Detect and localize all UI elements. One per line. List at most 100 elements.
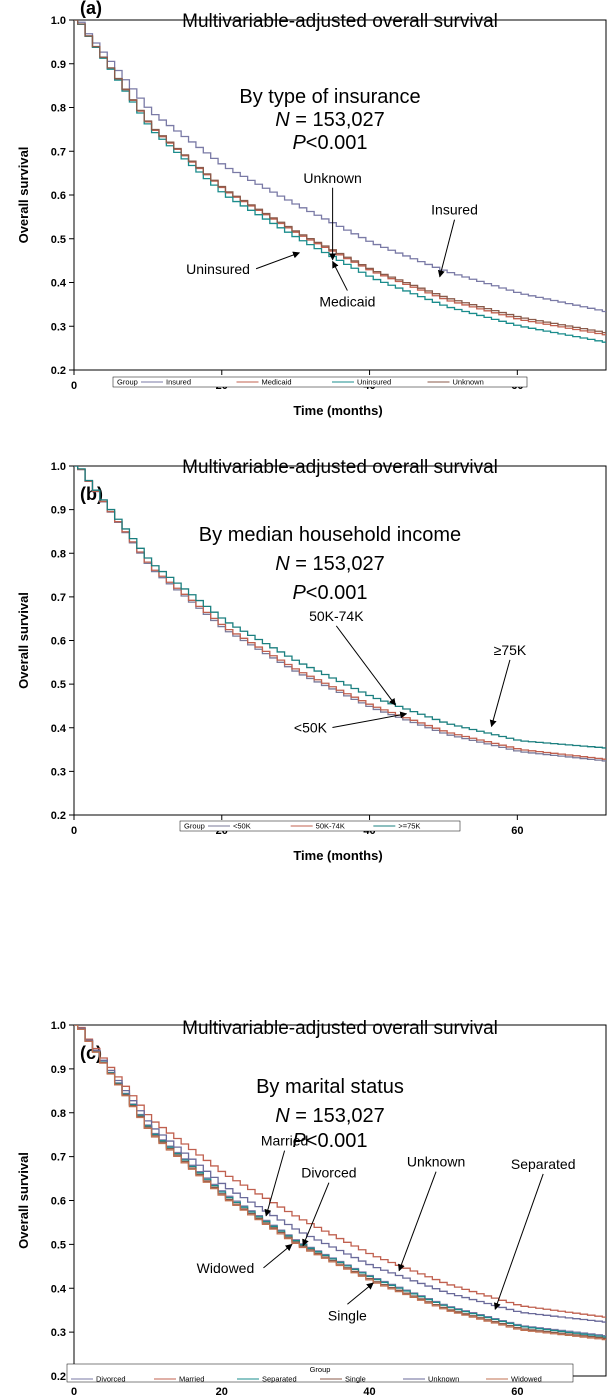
y-tick-label: 1.0 <box>51 15 66 27</box>
y-tick-label: 0.2 <box>51 810 66 822</box>
chart-title: Multivariable-adjusted overall survival <box>182 1018 498 1039</box>
subtitle-line: P<0.001 <box>292 1130 367 1152</box>
series-line-50k-74k <box>74 466 606 760</box>
y-tick-label: 0.5 <box>51 679 66 691</box>
legend-entry: Insured <box>166 378 191 387</box>
legend <box>66 1363 574 1383</box>
series-line-insured <box>74 20 606 313</box>
legend-title: Group <box>310 1365 331 1374</box>
y-tick-label: 0.6 <box>51 190 66 202</box>
series-line-medicaid <box>74 20 606 336</box>
legend-entry: Unknown <box>428 1375 459 1384</box>
series-line-married <box>74 1025 606 1318</box>
x-tick-label: 0 <box>71 1386 77 1398</box>
subtitle-line: By median household income <box>199 524 461 546</box>
legend-entry: Widowed <box>511 1375 542 1384</box>
legend <box>112 376 528 388</box>
y-tick-label: 0.7 <box>51 592 66 604</box>
y-tick-label: 0.4 <box>51 278 67 290</box>
annotation-label: Widowed <box>197 1260 255 1276</box>
legend-entry: Separated <box>262 1375 297 1384</box>
legend-title: Group <box>184 822 205 831</box>
y-tick-label: 0.4 <box>51 723 67 735</box>
y-tick-label: 0.6 <box>51 636 66 648</box>
subtitle-line: N = 153,027 <box>275 553 385 575</box>
annotation-arrow <box>489 659 511 728</box>
annotation-label: Uninsured <box>186 261 250 277</box>
annotation-label: Single <box>328 1307 367 1323</box>
chart-title: Multivariable-adjusted overall survival <box>182 11 498 32</box>
y-tick-label: 0.8 <box>51 548 66 560</box>
y-tick-label: 0.7 <box>51 146 66 158</box>
legend-entry: Unknown <box>453 378 484 387</box>
subtitle-line: By type of insurance <box>239 86 420 108</box>
annotation-arrow <box>437 219 456 278</box>
series-line--75k <box>74 466 606 749</box>
x-tick-label: 20 <box>216 1386 228 1398</box>
plot-frame <box>73 465 607 816</box>
legend-title: Group <box>117 378 138 387</box>
y-tick-label: 0.9 <box>51 1064 66 1076</box>
x-axis-label: Time (months) <box>293 848 382 863</box>
y-tick-label: 0.5 <box>51 1239 66 1251</box>
y-axis-label: Overall survival <box>16 1152 31 1249</box>
y-tick-label: 0.2 <box>51 1371 66 1383</box>
y-tick-label: 0.9 <box>51 505 66 517</box>
y-tick-label: 0.5 <box>51 234 66 246</box>
annotation-arrow <box>335 625 396 706</box>
y-tick-label: 1.0 <box>51 461 66 473</box>
annotation-label: Divorced <box>301 1165 356 1181</box>
plot-frame <box>73 19 607 371</box>
legend-entry: Married <box>179 1375 204 1384</box>
legend-entry: Uninsured <box>357 378 391 387</box>
panel-letter: (b) <box>80 484 103 504</box>
series-line-widowed <box>74 1025 606 1341</box>
annotation-label: Medicaid <box>319 294 375 310</box>
legend-entry: Single <box>345 1375 366 1384</box>
annotation-label: Separated <box>511 1156 576 1172</box>
legend-entry: <50K <box>233 822 251 831</box>
series-line-single <box>74 1025 606 1339</box>
y-axis-label: Overall survival <box>16 147 31 244</box>
legend <box>179 820 461 832</box>
annotation-label: 50K-74K <box>309 608 364 624</box>
series-line-divorced <box>74 1025 606 1337</box>
annotation-arrow <box>302 1182 330 1247</box>
y-tick-label: 0.9 <box>51 59 66 71</box>
annotation-arrow <box>493 1173 544 1310</box>
annotation-label: Unknown <box>407 1154 465 1170</box>
y-axis-label: Overall survival <box>16 592 31 689</box>
series-line-separated <box>74 1025 606 1338</box>
x-tick-label: 60 <box>511 1386 523 1398</box>
y-tick-label: 0.6 <box>51 1196 66 1208</box>
y-tick-label: 0.7 <box>51 1152 66 1164</box>
y-tick-label: 0.3 <box>51 1327 66 1339</box>
y-tick-label: 0.4 <box>51 1283 67 1295</box>
annotation-arrow <box>398 1171 437 1272</box>
subtitle-line: N = 153,027 <box>275 109 385 131</box>
x-tick-label: 0 <box>71 825 77 837</box>
x-tick-label: 60 <box>511 825 523 837</box>
series-line-unknown <box>74 20 606 334</box>
x-tick-label: 40 <box>363 1386 375 1398</box>
annotation-label: ≥75K <box>494 642 527 658</box>
annotation-label: <50K <box>294 720 328 736</box>
y-tick-label: 0.3 <box>51 321 66 333</box>
subtitle-line: N = 153,027 <box>275 1105 385 1127</box>
panel-letter: (c) <box>80 1043 102 1063</box>
series-line-uninsured <box>74 20 606 343</box>
legend-entry: Divorced <box>96 1375 126 1384</box>
annotation-label: Married <box>261 1133 308 1149</box>
legend-entry: 50K-74K <box>316 822 345 831</box>
chart-title: Multivariable-adjusted overall survival <box>182 457 498 478</box>
legend-entry: Medicaid <box>262 378 292 387</box>
annotation-arrow <box>332 260 348 291</box>
x-axis-label: Time (months) <box>293 403 382 418</box>
subtitle-line: P<0.001 <box>292 132 367 154</box>
y-tick-label: 0.8 <box>51 1108 66 1120</box>
series-line--50k <box>74 466 606 762</box>
y-tick-label: 0.3 <box>51 766 66 778</box>
annotation-arrow <box>264 1150 286 1217</box>
